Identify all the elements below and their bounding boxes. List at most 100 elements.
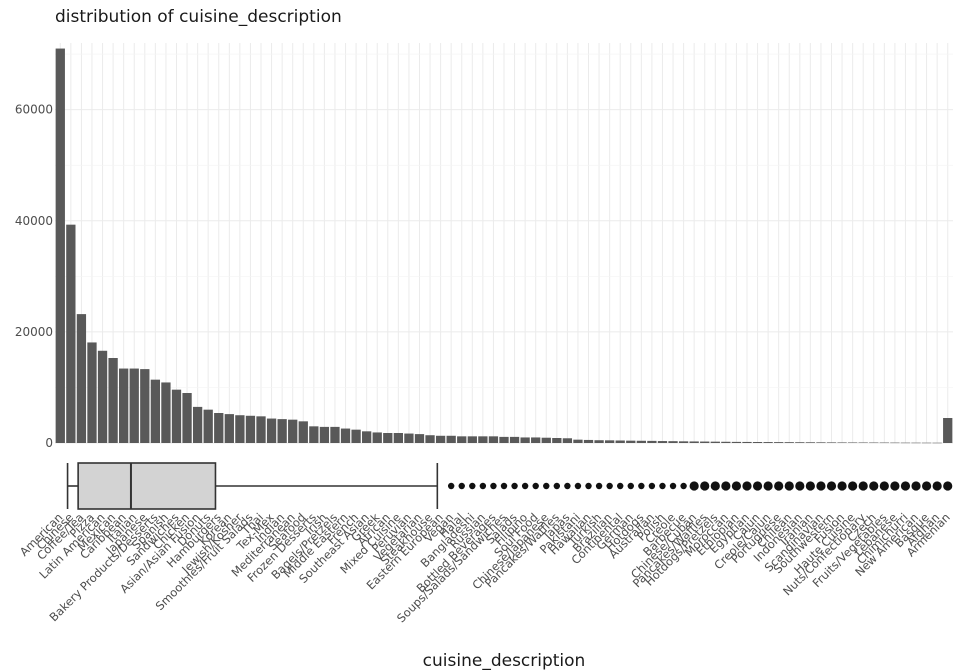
boxplot-outlier [784,481,794,491]
boxplot-outlier [595,482,603,490]
bar [245,415,256,443]
bar [457,436,467,443]
boxplot-box [77,462,217,510]
bar [657,441,668,443]
boxplot-outlier [532,482,539,490]
bar [140,369,150,443]
bar [235,415,245,443]
y-tick-label: 60000 [15,103,53,117]
boxplot-outlier [805,481,815,491]
bar [552,438,562,443]
boxplot-outlier [638,482,645,490]
bar [372,432,382,443]
bar [700,441,710,443]
bar [66,224,76,443]
boxplot-outlier [659,482,666,490]
boxplot-outlier [890,481,900,491]
bar [721,441,731,443]
bar [171,389,182,443]
bar [309,426,319,443]
bar [626,440,636,443]
bar [742,441,752,443]
bar [467,436,477,443]
boxplot-outlier [543,482,550,490]
bars [55,48,953,444]
boxplot-outlier [721,481,731,491]
bar [678,441,689,443]
boxplot-outlier [752,481,763,491]
bar [203,409,213,443]
boxplot-outlier [921,481,932,491]
bar [689,441,699,443]
boxplot-outlier [500,482,508,490]
bar [97,350,108,443]
bar [509,436,520,443]
y-axis: 0 20000 40000 60000 [15,103,53,450]
boxplot-outlier [932,481,942,491]
bar [488,436,499,443]
boxplot-outlier [837,481,847,491]
boxplot-outlier [574,482,582,490]
bar [362,431,372,443]
bar [224,414,234,443]
bar [911,442,921,444]
bar [826,442,837,443]
bar [404,433,414,443]
bar [182,393,192,443]
bar [319,426,330,443]
bar [288,419,298,443]
boxplot-outlier [680,482,687,490]
bar [795,442,805,443]
boxplot-outlier [458,482,465,490]
boxplot-outlier [469,482,476,490]
y-tick-label: 20000 [15,325,53,339]
bar [499,436,509,443]
bar [890,442,900,444]
boxplot-outlier [795,481,805,491]
boxplot-outlier [585,482,592,490]
grid [55,43,953,444]
bar [668,441,678,443]
bar [351,429,361,443]
boxplot-outlier [848,481,858,491]
y-tick-label: 40000 [15,214,53,228]
boxplot-outlier [826,481,837,491]
bar [425,435,435,443]
boxplot-outlier [553,482,561,490]
boxplot-outlier [617,482,624,490]
bar [435,435,446,443]
chart-title: distribution of cuisine_description [55,7,342,27]
boxplot-outlier [879,481,889,491]
bar [298,421,308,443]
boxplot-outlier [606,482,613,490]
bar [731,441,742,443]
bar [562,438,573,443]
bar [647,440,657,443]
bar [921,442,932,444]
boxplot-outlier [943,481,953,491]
bar [76,314,87,443]
bar [340,428,351,443]
bar [752,442,763,443]
boxplot-outlier [627,482,634,490]
bar [837,442,847,443]
boxplot-outlier [911,481,921,491]
boxplot-outlier [774,481,784,491]
bar [520,437,530,443]
bar [869,442,879,444]
bar [615,440,625,443]
boxplot-outlier [447,482,455,490]
x-axis-label: cuisine_description [423,651,586,671]
bar [858,442,868,443]
y-tick-label: 0 [45,436,53,450]
bar [774,442,784,443]
boxplot-outlier [742,481,752,491]
bar [943,418,953,443]
bar [383,433,393,443]
bar [531,437,541,443]
boxplot-outlier [731,481,742,491]
boxplot-outlier [648,482,656,490]
bar [816,442,826,443]
boxplot-outlier [521,482,529,490]
